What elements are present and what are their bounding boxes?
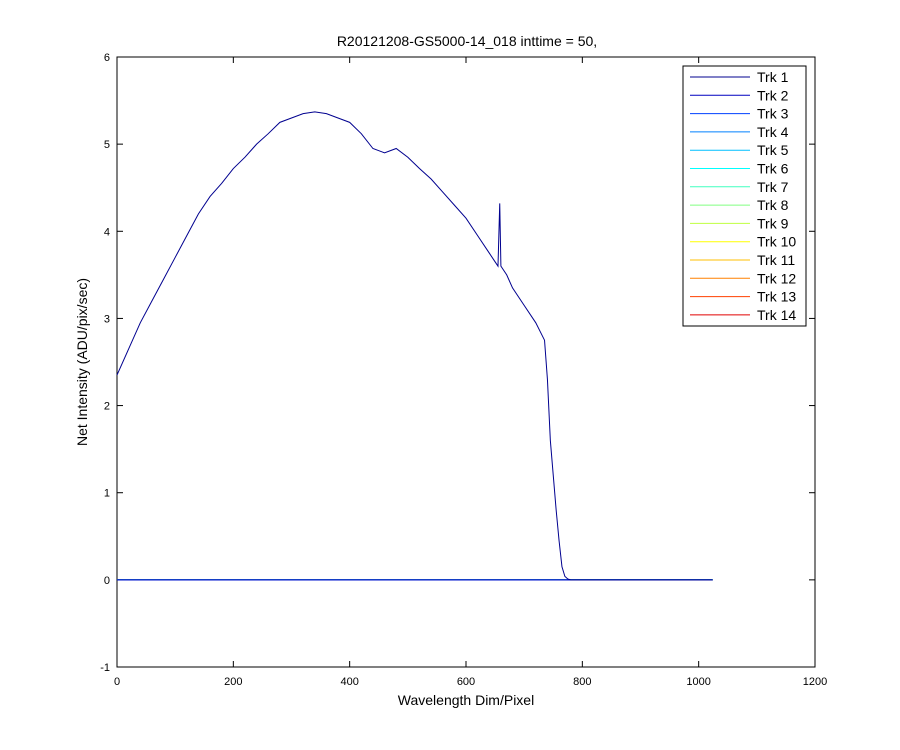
y-tick-label: 0	[104, 575, 110, 587]
x-tick-label: 800	[573, 676, 591, 688]
legend-label-trk-6: Trk 6	[757, 161, 789, 177]
legend-label-trk-13: Trk 13	[757, 289, 796, 305]
legend-label-trk-12: Trk 12	[757, 270, 796, 286]
legend-label-trk-7: Trk 7	[757, 179, 789, 195]
y-tick-label: 3	[104, 313, 110, 325]
y-tick-label: 4	[104, 226, 110, 238]
y-tick-label: 2	[104, 401, 110, 413]
legend-label-trk-14: Trk 14	[757, 307, 796, 323]
legend-label-trk-4: Trk 4	[757, 124, 789, 140]
y-tick-label: -1	[100, 662, 110, 674]
y-axis: -1 0 1 2 3 4 5 6	[100, 52, 815, 674]
legend-label-trk-9: Trk 9	[757, 215, 789, 231]
x-tick-label: 1200	[803, 676, 827, 688]
legend-label-trk-1: Trk 1	[757, 69, 789, 85]
x-tick-label: 1000	[686, 676, 710, 688]
y-tick-label: 5	[104, 139, 110, 151]
x-tick-label: 400	[340, 676, 358, 688]
x-axis-label: Wavelength Dim/Pixel	[398, 692, 534, 708]
series-lines	[116, 111, 713, 581]
legend-label-trk-5: Trk 5	[757, 142, 789, 158]
legend-label-trk-11: Trk 11	[757, 252, 795, 268]
y-axis-label: Net Intensity (ADU/pix/sec)	[74, 278, 90, 446]
chart-title: R20121208-GS5000-14_018 inttime = 50,	[337, 33, 597, 49]
legend-label-trk-8: Trk 8	[757, 197, 789, 213]
legend: Trk 1 Trk 2 Trk 3 Trk 4 Trk 5 Trk 6 Trk 7 Trk 8…	[682, 65, 807, 327]
x-tick-label: 600	[457, 676, 475, 688]
legend-label-trk-10: Trk 10	[757, 234, 796, 250]
x-tick-label: 200	[224, 676, 242, 688]
x-tick-label: 0	[114, 676, 120, 688]
legend-items: Trk 1 Trk 2 Trk 3 Trk 4 Trk 5 Trk 6 Trk 7 Trk 8…	[690, 69, 796, 323]
legend-label-trk-3: Trk 3	[757, 106, 789, 122]
legend-label-trk-2: Trk 2	[757, 87, 789, 103]
y-tick-label: 1	[104, 488, 110, 500]
series-line-trk-1	[116, 111, 713, 581]
x-axis: 0 200 400 600 800 1000 1200	[114, 57, 827, 688]
legend-box	[682, 65, 807, 327]
y-tick-label: 6	[104, 52, 110, 64]
